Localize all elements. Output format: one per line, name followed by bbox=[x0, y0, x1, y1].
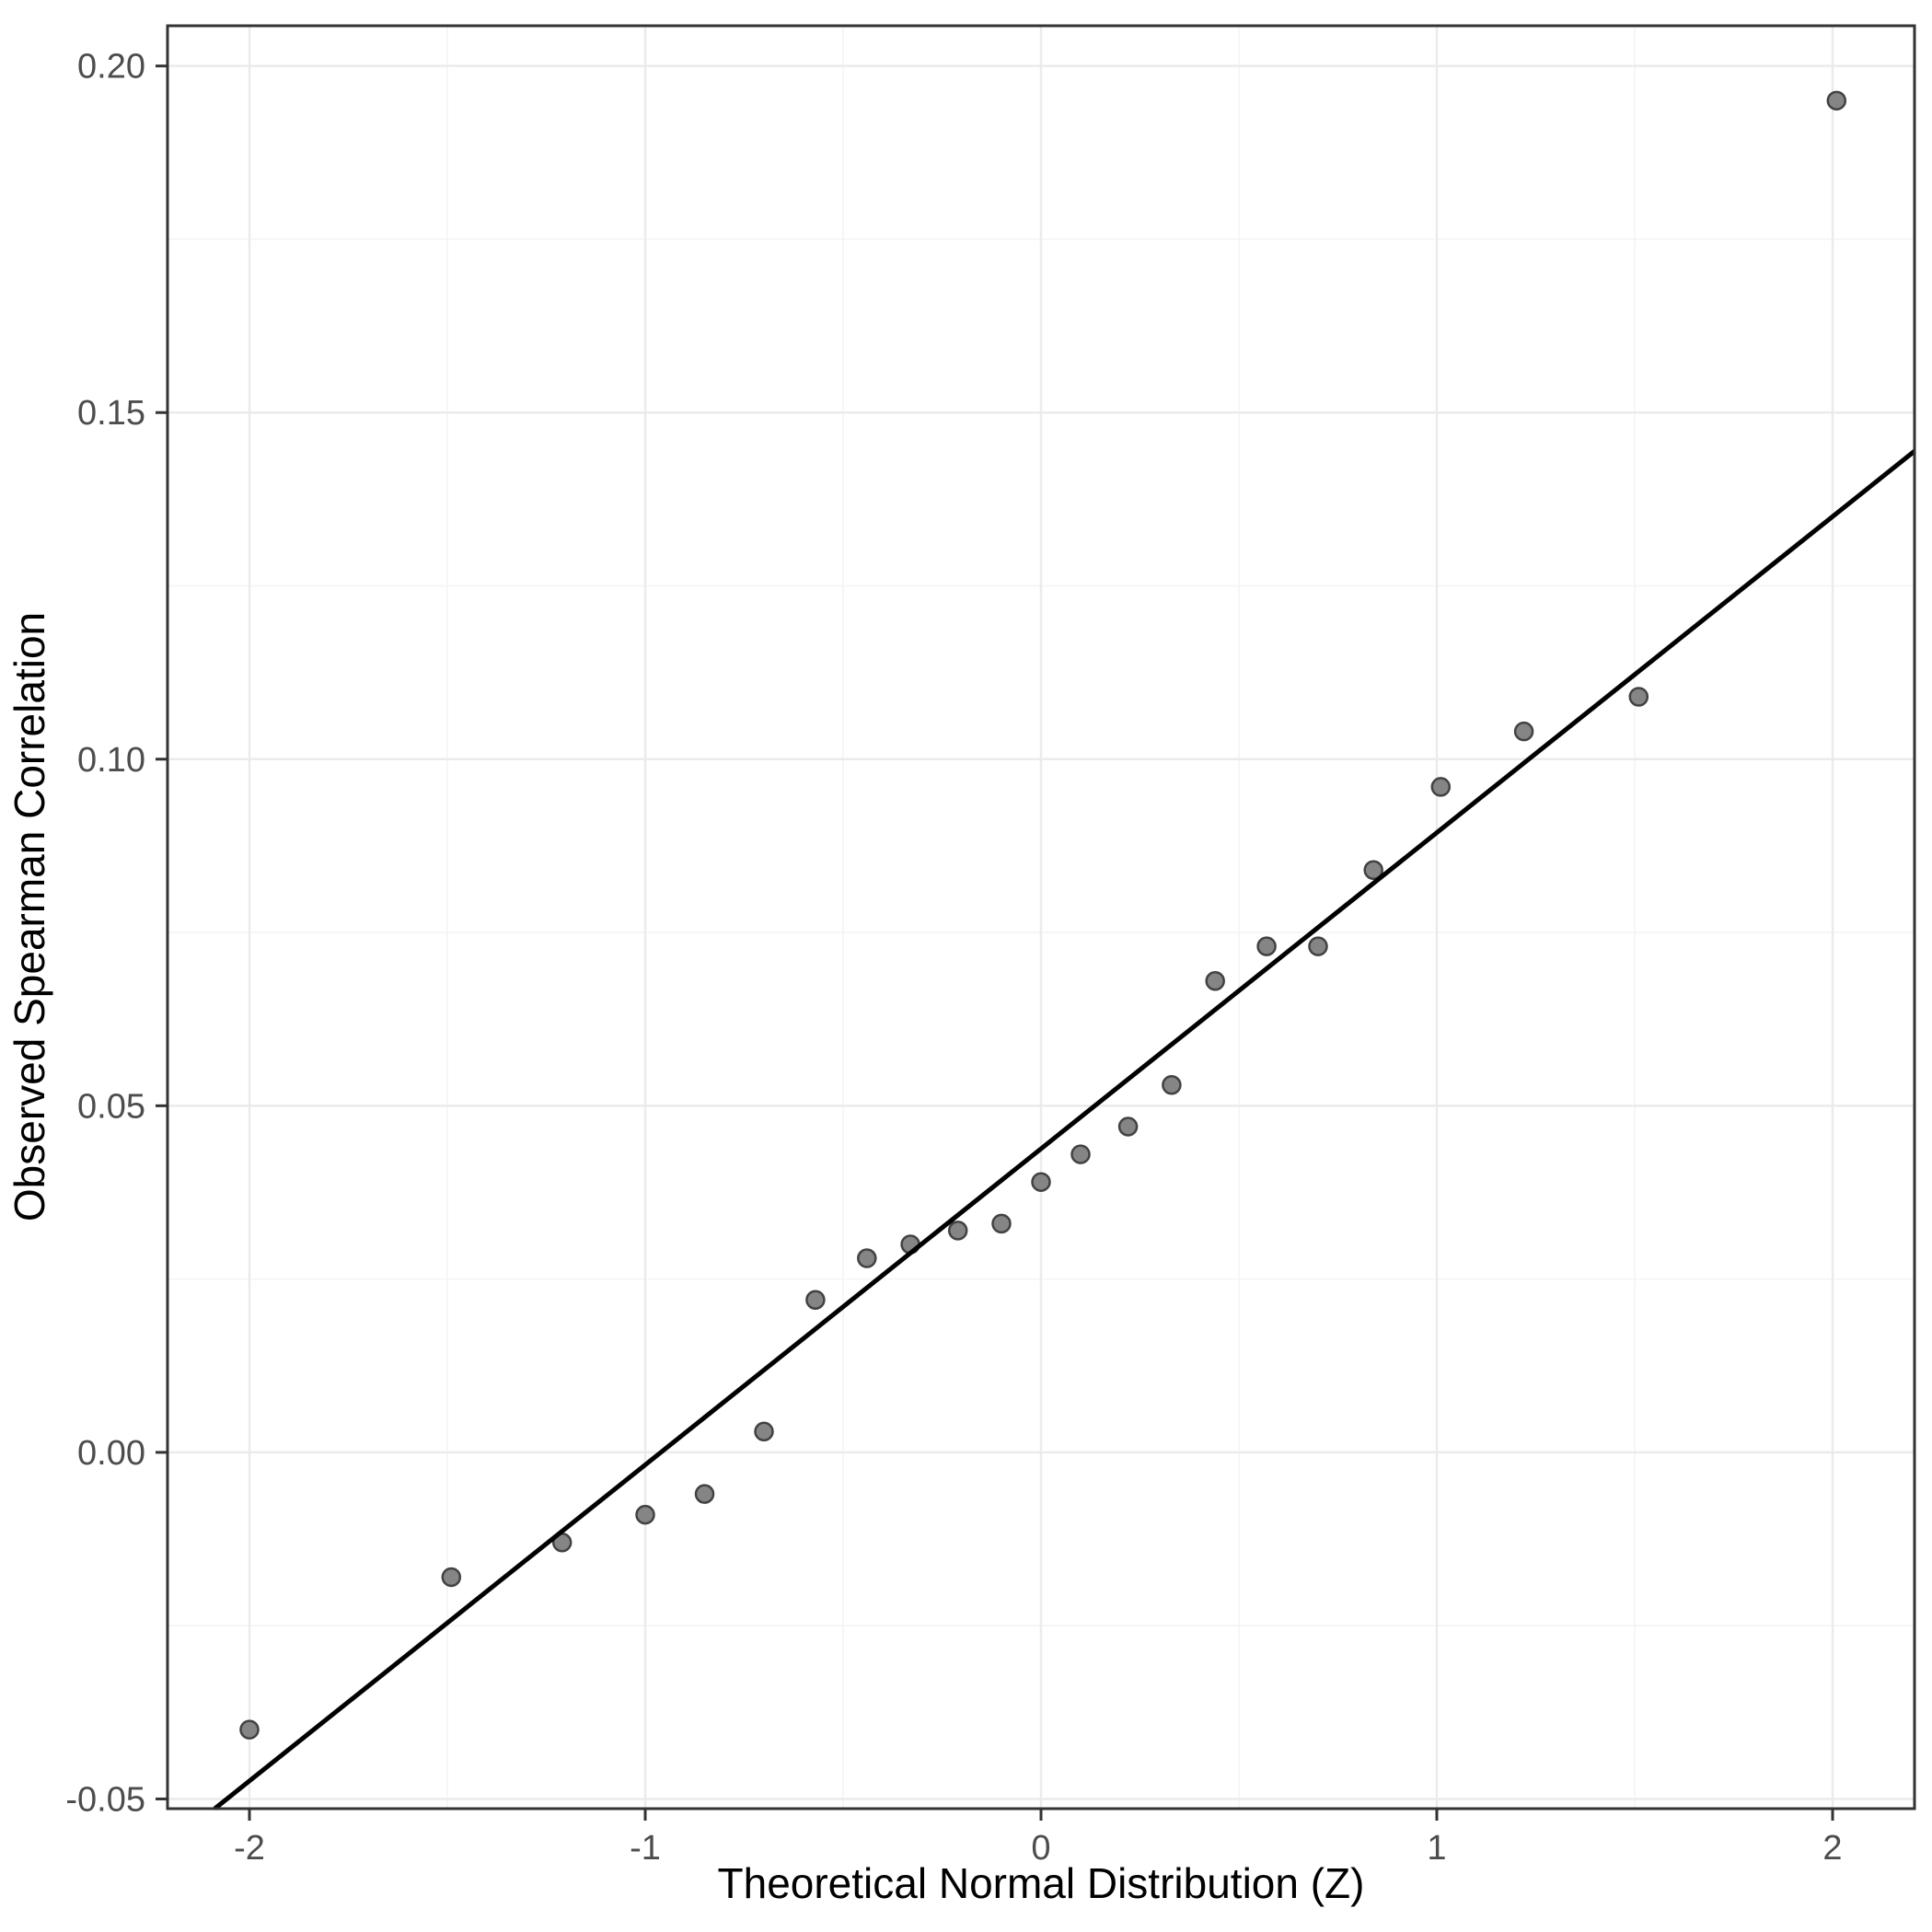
x-tick-label: 0 bbox=[1031, 1829, 1050, 1868]
data-point bbox=[1070, 1144, 1091, 1164]
data-point bbox=[1826, 90, 1847, 111]
x-tick-label: -2 bbox=[234, 1829, 265, 1868]
data-point bbox=[1628, 687, 1649, 707]
data-point bbox=[1205, 971, 1225, 991]
x-tick-label: 2 bbox=[1822, 1829, 1842, 1868]
axis-ticks bbox=[156, 64, 1834, 1821]
data-point bbox=[694, 1484, 715, 1504]
y-tick-label: 0.05 bbox=[77, 1087, 145, 1126]
x-tick-label: -1 bbox=[630, 1829, 661, 1868]
scatter-points-layer bbox=[239, 90, 1847, 1740]
qq-reference-line bbox=[213, 449, 1916, 1811]
axis-tick-labels: -2 -1 0 1 2 0.20 0.15 0.10 0.05 0.00 -0.05 bbox=[65, 48, 1842, 1868]
data-point bbox=[1256, 936, 1277, 956]
data-point bbox=[1031, 1172, 1051, 1192]
y-tick-label: 0.10 bbox=[77, 741, 145, 780]
data-point bbox=[857, 1248, 877, 1268]
data-point bbox=[991, 1213, 1012, 1234]
data-point bbox=[635, 1504, 655, 1525]
y-tick-label: 0.15 bbox=[77, 394, 145, 433]
data-point bbox=[754, 1421, 774, 1442]
data-point bbox=[1363, 860, 1383, 881]
y-axis-title: Observed Spearman Correlation bbox=[6, 612, 53, 1221]
y-tick-label: -0.05 bbox=[65, 1780, 145, 1819]
data-point bbox=[1117, 1116, 1139, 1137]
data-point bbox=[1430, 777, 1452, 797]
data-point bbox=[1162, 1075, 1182, 1095]
data-point bbox=[1308, 936, 1328, 956]
y-tick-label: 0.20 bbox=[77, 48, 145, 87]
x-axis-title: Theoretical Normal Distribution (Z) bbox=[718, 1859, 1365, 1907]
data-point bbox=[805, 1290, 826, 1310]
data-point bbox=[1513, 721, 1534, 742]
data-point bbox=[441, 1567, 462, 1588]
data-point bbox=[947, 1221, 968, 1241]
x-tick-label: 1 bbox=[1427, 1829, 1446, 1868]
qq-reference-line-layer bbox=[213, 449, 1916, 1811]
y-tick-label: 0.00 bbox=[77, 1434, 145, 1473]
data-point bbox=[239, 1719, 260, 1740]
